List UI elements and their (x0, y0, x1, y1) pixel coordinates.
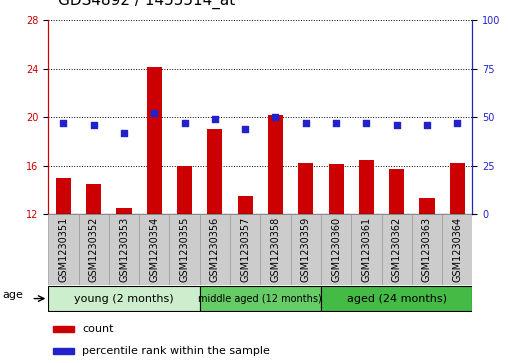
Bar (52, 326, 74, 332)
FancyBboxPatch shape (260, 214, 291, 285)
Bar (268, 115, 283, 214)
Text: GDS4892 / 1455514_at: GDS4892 / 1455514_at (58, 0, 236, 9)
FancyBboxPatch shape (442, 214, 472, 285)
Bar (238, 196, 253, 214)
Text: GSM1230360: GSM1230360 (331, 217, 341, 282)
Point (393, 122, 401, 128)
Text: percentile rank within the sample: percentile rank within the sample (82, 346, 270, 356)
Bar (420, 199, 434, 214)
Bar (298, 163, 313, 214)
FancyBboxPatch shape (200, 214, 230, 285)
FancyBboxPatch shape (351, 214, 382, 285)
Bar (177, 166, 192, 214)
Point (89, 122, 98, 128)
Bar (359, 160, 374, 214)
Text: young (2 months): young (2 months) (74, 294, 174, 303)
Point (120, 130, 128, 135)
Text: GSM1230354: GSM1230354 (149, 217, 160, 282)
FancyBboxPatch shape (139, 214, 170, 285)
Text: GSM1230363: GSM1230363 (422, 217, 432, 282)
Bar (56, 178, 71, 214)
Bar (52, 348, 74, 354)
FancyBboxPatch shape (291, 214, 321, 285)
Text: GSM1230364: GSM1230364 (452, 217, 462, 282)
Text: GSM1230355: GSM1230355 (180, 217, 189, 282)
Point (150, 110, 158, 116)
FancyBboxPatch shape (48, 286, 200, 311)
FancyBboxPatch shape (170, 214, 200, 285)
Text: age: age (3, 290, 23, 300)
Bar (207, 129, 223, 214)
Point (362, 120, 370, 126)
Bar (147, 67, 162, 214)
FancyBboxPatch shape (200, 286, 321, 311)
Text: count: count (82, 324, 114, 334)
Bar (329, 164, 344, 214)
Point (423, 122, 431, 128)
Point (59, 120, 68, 126)
Text: GSM1230356: GSM1230356 (210, 217, 220, 282)
Point (332, 120, 340, 126)
Point (453, 120, 461, 126)
FancyBboxPatch shape (109, 214, 139, 285)
Text: GSM1230359: GSM1230359 (301, 217, 311, 282)
FancyBboxPatch shape (321, 286, 472, 311)
Text: middle aged (12 months): middle aged (12 months) (199, 294, 322, 303)
FancyBboxPatch shape (230, 214, 260, 285)
Point (211, 116, 219, 122)
Text: aged (24 months): aged (24 months) (346, 294, 447, 303)
Point (241, 126, 249, 132)
FancyBboxPatch shape (48, 214, 79, 285)
Text: GSM1230361: GSM1230361 (361, 217, 371, 282)
Text: GSM1230353: GSM1230353 (119, 217, 129, 282)
Text: GSM1230358: GSM1230358 (270, 217, 280, 282)
Point (302, 120, 310, 126)
FancyBboxPatch shape (321, 214, 351, 285)
Text: GSM1230352: GSM1230352 (89, 217, 99, 282)
Text: GSM1230351: GSM1230351 (58, 217, 69, 282)
Point (180, 120, 188, 126)
FancyBboxPatch shape (79, 214, 109, 285)
Text: GSM1230357: GSM1230357 (240, 217, 250, 282)
Text: GSM1230362: GSM1230362 (392, 217, 402, 282)
Bar (116, 208, 132, 214)
Bar (450, 163, 465, 214)
Bar (86, 184, 101, 214)
FancyBboxPatch shape (382, 214, 412, 285)
Bar (389, 169, 404, 214)
FancyBboxPatch shape (412, 214, 442, 285)
Point (271, 114, 279, 120)
